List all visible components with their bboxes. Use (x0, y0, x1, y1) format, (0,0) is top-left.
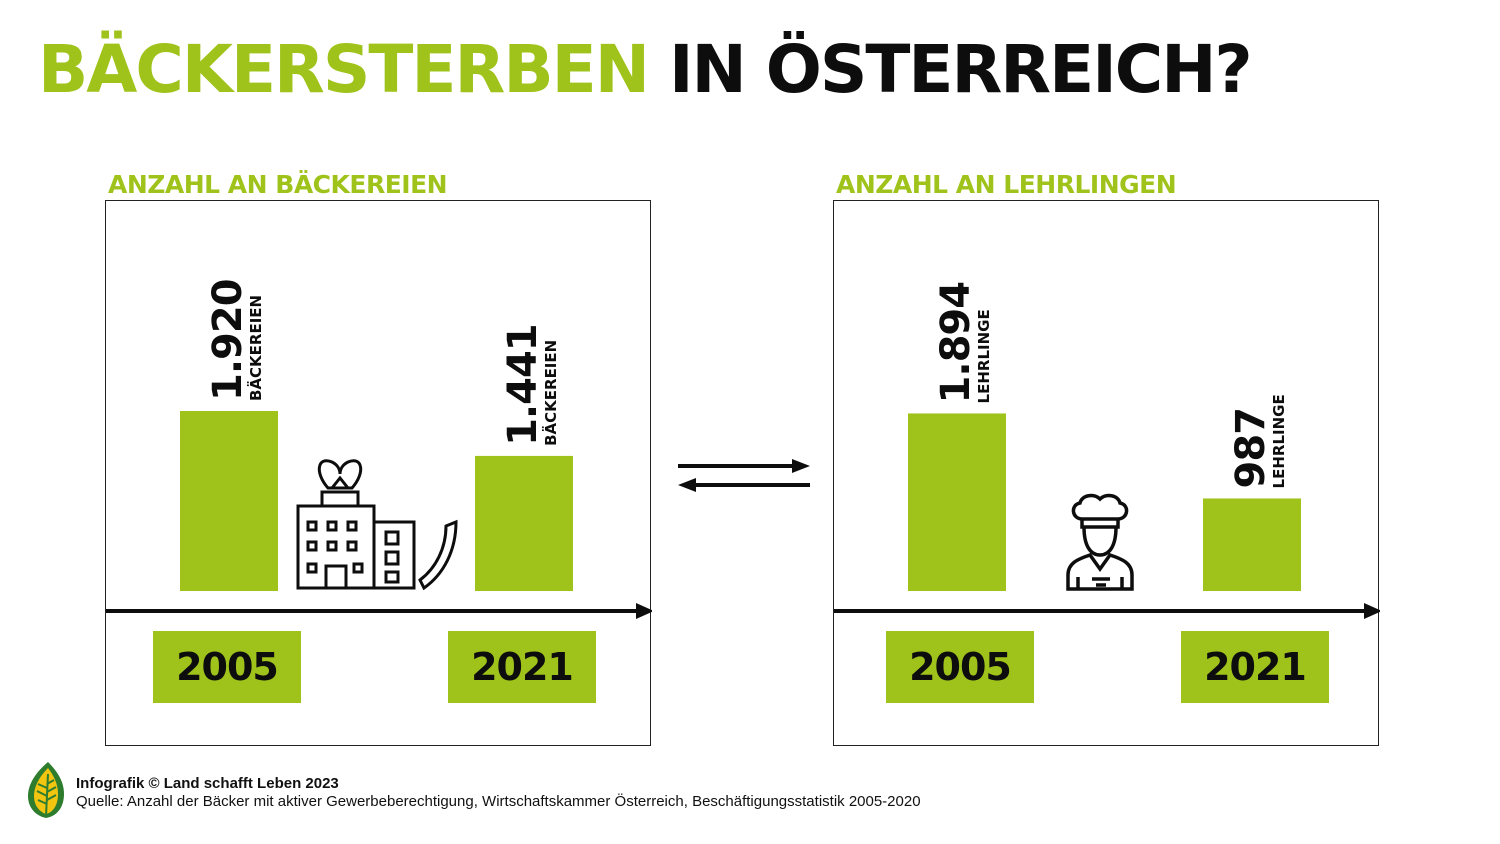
title-rest: IN ÖSTERREICH? (668, 31, 1253, 108)
chart-bakeries: 1.920 BÄCKEREIEN 1.441 BÄCKEREIEN 2005 2021 (105, 200, 652, 746)
value-label: 1.920 (205, 279, 251, 401)
bar-2021 (475, 455, 573, 591)
panel-title-apprentices: ANZAHL AN LEHRLINGEN (836, 170, 1177, 199)
value-label: 1.894 (933, 282, 979, 404)
value-label: 987 (1228, 408, 1274, 489)
timeline-axis (106, 603, 652, 619)
year-label-2005: 2005 (153, 631, 301, 703)
title-highlight: BÄCKERSTERBEN (38, 31, 650, 108)
chart-apprentices: 1.894 LEHRLINGE 987 LEHRLINGE 2005 2021 (833, 200, 1380, 746)
timeline-axis (834, 603, 1380, 619)
bakery-building-icon (296, 459, 458, 591)
year-label-2021: 2021 (1181, 631, 1329, 703)
unit-label: LEHRLINGE (975, 309, 993, 403)
baker-chef-icon (1066, 493, 1134, 591)
source-text: Quelle: Anzahl der Bäcker mit aktiver Ge… (76, 793, 921, 810)
unit-label: BÄCKEREIEN (246, 295, 265, 401)
bar-2005 (180, 411, 278, 591)
leaf-logo-icon (28, 762, 64, 818)
unit-label: LEHRLINGE (1270, 394, 1288, 488)
year-label-2005: 2005 (886, 631, 1034, 703)
panel-title-bakeries: ANZAHL AN BÄCKEREIEN (108, 170, 448, 199)
year-label-2021: 2021 (448, 631, 596, 703)
credit-text: Infografik © Land schafft Leben 2023 (76, 775, 339, 792)
exchange-arrows-icon (678, 459, 810, 492)
unit-label: BÄCKEREIEN (541, 340, 560, 446)
value-label: 1.441 (500, 324, 546, 446)
bar-2005 (908, 413, 1006, 591)
page-title: BÄCKERSTERBEN IN ÖSTERREICH? (38, 30, 1253, 110)
bar-2021 (1203, 498, 1301, 591)
